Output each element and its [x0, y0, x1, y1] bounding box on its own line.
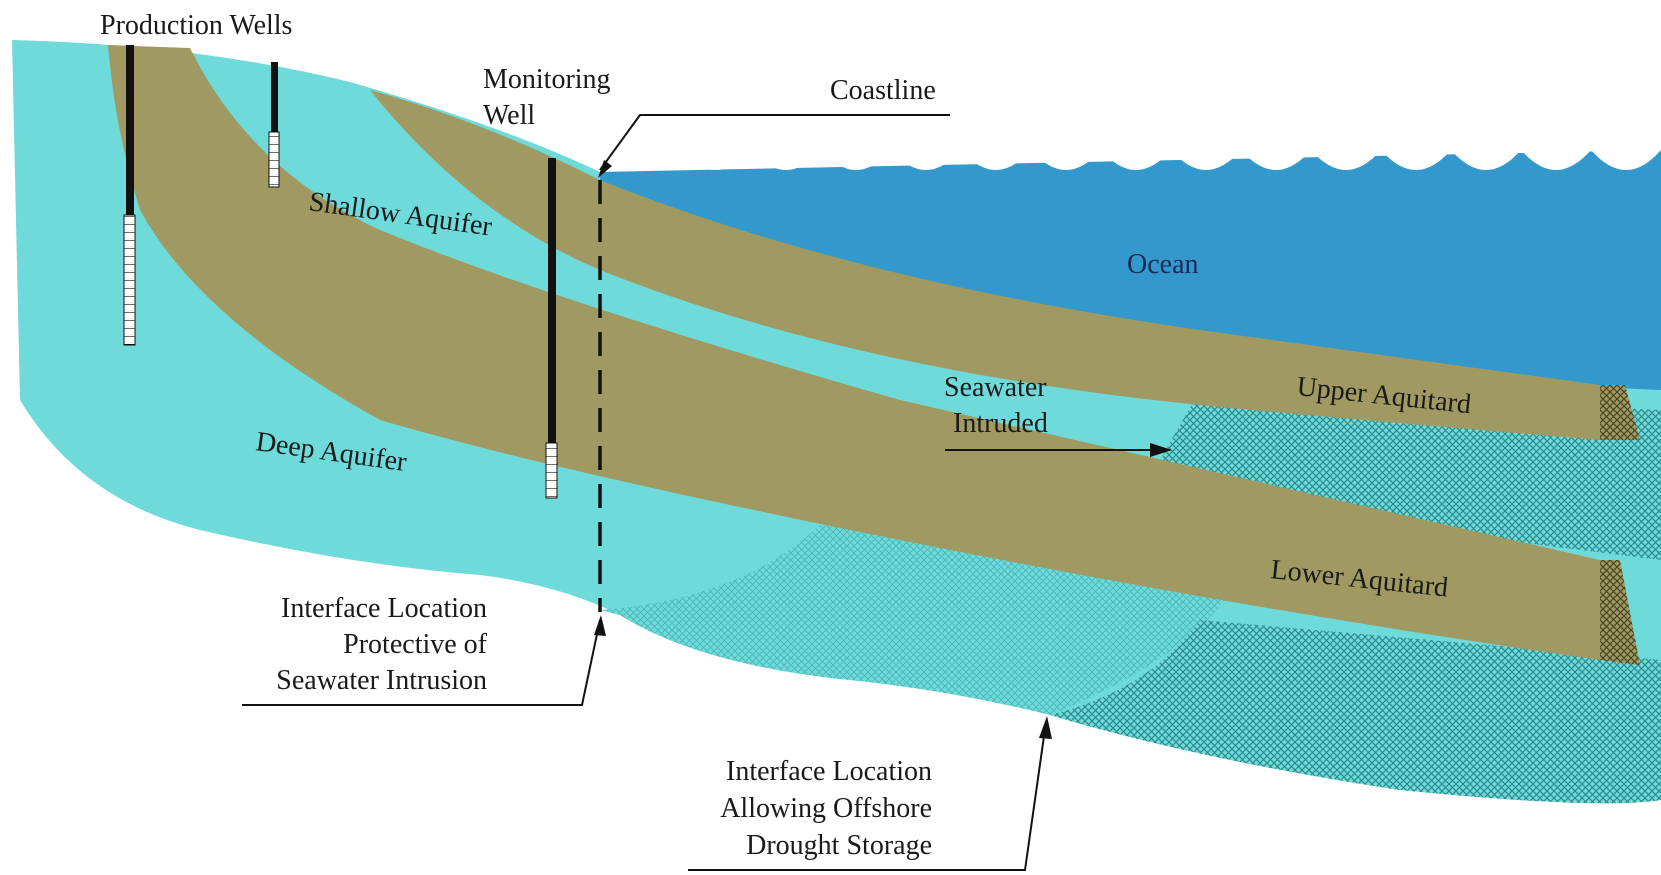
- label-production-wells: Production Wells: [100, 10, 292, 41]
- label-ocean: Ocean: [1127, 249, 1199, 280]
- monitoring-well-casing: [548, 158, 556, 443]
- lower-aquitard-end: [1600, 560, 1640, 665]
- interface-offshore-leader: [688, 721, 1047, 871]
- production-well-2-casing: [271, 62, 278, 132]
- production-well-1-casing: [126, 45, 134, 215]
- seawater-intruded-zone-lower: [1050, 620, 1661, 804]
- label-interface-offshore-line3: Drought Storage: [746, 830, 932, 861]
- label-seawater-intruded-line2: Intruded: [953, 408, 1048, 439]
- interface-offshore-arrowhead: [1039, 716, 1052, 739]
- production-well-2-screen: [268, 131, 280, 188]
- label-seawater-intruded-line1: Seawater: [944, 372, 1047, 403]
- interface-protective-leader: [242, 619, 601, 706]
- coastline-arrowhead: [598, 160, 612, 178]
- ocean-waves: [600, 130, 1661, 170]
- label-interface-offshore-line1: Interface Location: [726, 756, 932, 787]
- interface-protective-arrowhead: [594, 615, 606, 636]
- seawater-intruded-arrowhead: [1150, 443, 1172, 457]
- production-well-1-screen: [123, 214, 136, 346]
- monitoring-well-screen: [545, 442, 558, 499]
- label-coastline: Coastline: [830, 75, 936, 106]
- label-interface-protective-line3: Seawater Intrusion: [276, 665, 487, 696]
- label-interface-offshore-line2: Allowing Offshore: [720, 793, 932, 824]
- upper-aquitard: [370, 90, 1600, 440]
- label-monitoring-well-line1: Monitoring: [483, 64, 611, 95]
- label-interface-protective-line2: Protective of: [343, 629, 488, 660]
- lower-aquitard: [108, 45, 1600, 660]
- label-monitoring-well-line2: Well: [483, 100, 535, 131]
- label-interface-protective-line1: Interface Location: [281, 593, 487, 624]
- upper-aquitard-end: [1600, 385, 1640, 440]
- ocean: [600, 150, 1661, 390]
- coastline-leader: [599, 114, 950, 171]
